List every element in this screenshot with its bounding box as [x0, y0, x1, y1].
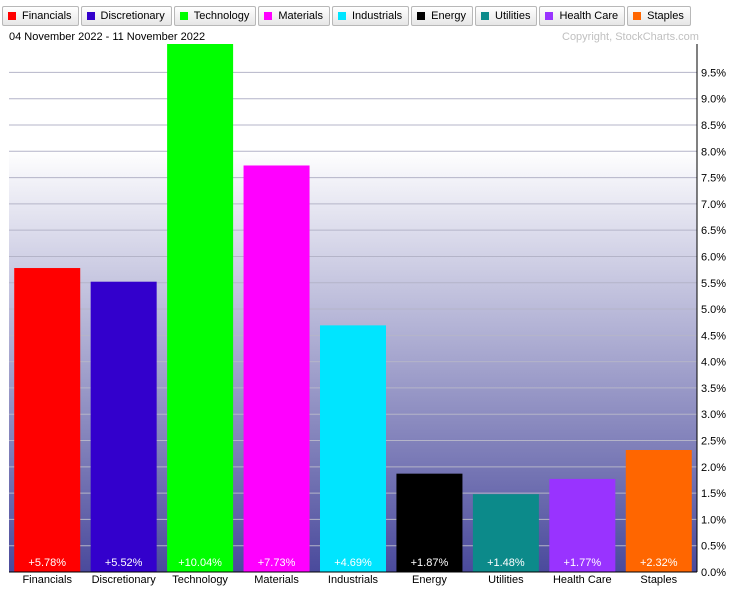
y-axis-labels: 0.0% 0.5% 1.0% 1.5% 2.0% 2.5% 3.0% 3.5% 4.0% 4.5%…	[701, 67, 726, 579]
data-label: +1.48%	[487, 557, 525, 569]
data-label: +10.04%	[178, 557, 222, 569]
legend-swatch	[8, 12, 16, 20]
x-tick-label: Financials	[22, 574, 72, 586]
bar-discretionary	[90, 281, 157, 572]
copyright-notice: Copyright, StockCharts.com	[562, 31, 699, 43]
legend-swatch	[545, 12, 554, 20]
x-tick-label: Discretionary	[92, 574, 157, 586]
legend-label: Industrials	[352, 10, 403, 22]
bars: +5.78% +5.52% +10.04% +7.73% +4.69% +1.87% +1.…	[14, 44, 692, 573]
x-axis-labels: Financials Discretionary Technology Materia…	[22, 574, 677, 586]
x-tick-label: Utilities	[488, 574, 524, 586]
data-label: +1.77%	[564, 557, 602, 569]
bar-industrials	[320, 325, 386, 572]
x-tick-label: Technology	[172, 574, 228, 586]
legend-swatch	[481, 12, 489, 20]
legend-item-materials[interactable]: Materials	[258, 6, 330, 26]
y-tick-label: 8.5%	[701, 120, 726, 132]
legend-label: Financials	[22, 10, 72, 22]
y-tick-label: 3.5%	[701, 383, 726, 395]
y-tick-label: 7.5%	[701, 173, 726, 185]
y-tick-label: 9.5%	[701, 67, 726, 79]
legend-swatch	[179, 12, 188, 20]
y-tick-label: 5.0%	[701, 304, 726, 316]
legend-label: Staples	[647, 10, 684, 22]
data-label: +7.73%	[258, 557, 296, 569]
y-tick-label: 3.0%	[701, 409, 726, 421]
bar-technology	[167, 44, 234, 572]
legend-item-energy[interactable]: Energy	[411, 6, 473, 26]
bar-utilities	[472, 494, 539, 572]
x-tick-label: Energy	[412, 574, 447, 586]
legend-item-staples[interactable]: Staples	[627, 6, 691, 26]
legend-label: Energy	[431, 10, 466, 22]
legend-item-technology[interactable]: Technology	[173, 6, 257, 26]
y-tick-label: 7.0%	[701, 199, 726, 211]
data-label: +2.32%	[640, 557, 678, 569]
y-tick-label: 6.5%	[701, 225, 726, 237]
y-tick-label: 8.0%	[701, 146, 726, 158]
y-tick-label: 4.0%	[701, 357, 726, 369]
legend-label: Discretionary	[100, 10, 165, 22]
y-tick-label: 4.5%	[701, 330, 726, 342]
bar-financials	[14, 268, 81, 572]
x-tick-label: Staples	[640, 574, 677, 586]
legend-label: Utilities	[495, 10, 531, 22]
legend-swatch	[417, 12, 426, 20]
y-tick-label: 6.0%	[701, 251, 726, 263]
bar-energy	[396, 473, 463, 572]
legend-item-discretionary[interactable]: Discretionary	[80, 6, 172, 26]
legend-item-health-care[interactable]: Health Care	[539, 6, 626, 26]
bar-staples	[625, 449, 692, 572]
y-tick-label: 1.0%	[701, 514, 726, 526]
legend-swatch	[338, 12, 346, 20]
legend-swatch	[633, 12, 642, 20]
y-tick-label: 0.5%	[701, 541, 726, 553]
x-tick-label: Materials	[254, 574, 299, 586]
legend-swatch	[86, 12, 95, 20]
x-tick-label: Industrials	[328, 574, 379, 586]
y-tick-label: 0.0%	[701, 567, 726, 579]
data-label: +4.69%	[334, 557, 372, 569]
legend-label: Technology	[193, 10, 250, 22]
data-label: +5.52%	[105, 557, 143, 569]
y-tick-label: 5.5%	[701, 278, 726, 290]
legend: Financials Discretionary Technology Materia…	[2, 6, 693, 28]
data-label: +5.78%	[28, 557, 66, 569]
legend-item-utilities[interactable]: Utilities	[475, 6, 538, 26]
bar-materials	[243, 165, 310, 573]
data-label: +1.87%	[411, 557, 449, 569]
y-tick-label: 9.0%	[701, 94, 726, 106]
x-tick-label: Health Care	[553, 574, 612, 586]
legend-swatch	[264, 12, 273, 20]
legend-item-financials[interactable]: Financials	[2, 6, 79, 26]
bar-health-care	[549, 478, 616, 572]
legend-item-industrials[interactable]: Industrials	[332, 6, 410, 26]
y-tick-label: 2.5%	[701, 436, 726, 448]
date-range: 04 November 2022 - 11 November 2022	[9, 31, 206, 43]
y-tick-label: 1.5%	[701, 488, 726, 500]
legend-label: Health Care	[559, 10, 619, 22]
y-tick-label: 2.0%	[701, 462, 726, 474]
legend-label: Materials	[278, 10, 323, 22]
